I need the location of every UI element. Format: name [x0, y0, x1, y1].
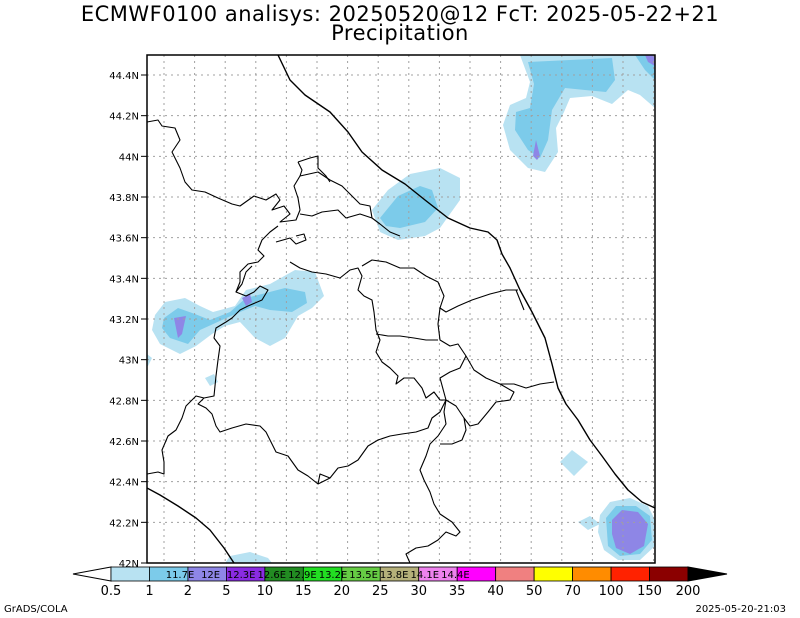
colorbar-value: 200	[675, 584, 701, 599]
colorbar-value: 35	[448, 584, 466, 599]
colorbar-box	[572, 566, 612, 582]
rain-area	[533, 140, 540, 160]
lat-label: 44N	[119, 152, 139, 163]
colorbar-box	[610, 566, 650, 582]
footer-timestamp: 2025-05-20-21:03	[695, 604, 786, 615]
region-border	[317, 473, 331, 485]
colorbar-box	[495, 566, 535, 582]
lat-label: 43.6N	[109, 234, 139, 245]
region-border	[515, 289, 525, 311]
lat-label: 42N	[119, 559, 139, 570]
lon-label: 11.7E	[166, 570, 195, 581]
lon-label: 12E	[201, 570, 220, 581]
colorbar-box	[649, 566, 689, 582]
map-subtitle: Precipitation	[331, 21, 469, 45]
lat-label: 42.8N	[109, 396, 139, 407]
colorbar-box	[533, 566, 574, 582]
lat-label: 43.2N	[109, 315, 139, 326]
colorbar-value: 15	[295, 584, 312, 599]
lat-label: 42.6N	[109, 437, 139, 448]
coastline	[277, 55, 655, 509]
colorbar-value: 150	[637, 584, 662, 599]
region-border	[147, 395, 205, 475]
region-border	[375, 333, 438, 341]
lat-label: 44.2N	[109, 112, 139, 123]
grid-lines	[147, 55, 655, 563]
lon-label: 12.9E	[288, 570, 317, 581]
boundaries	[147, 55, 655, 563]
region-border	[437, 307, 555, 389]
colorbar-value: 50	[525, 584, 543, 599]
colorbar-over-arrow	[687, 566, 728, 582]
lat-label: 44.4N	[109, 71, 139, 82]
lat-label: 43.8N	[109, 193, 139, 204]
colorbar-value: 70	[564, 584, 581, 599]
lat-label: 43N	[119, 356, 139, 367]
region-border	[275, 233, 307, 245]
lon-label: 14.1E	[411, 570, 440, 581]
precipitation-layer	[147, 55, 655, 563]
colorbar-value: 10	[256, 584, 274, 599]
region-border	[297, 155, 331, 183]
region-border	[439, 355, 467, 401]
rain-area	[515, 58, 615, 158]
colorbar-value: 1	[145, 584, 154, 599]
footer-software: GrADS/COLA	[4, 604, 68, 615]
rain-area	[174, 316, 186, 338]
rain-area	[225, 552, 272, 563]
colorbar-value: 0.5	[100, 584, 122, 599]
region-border	[440, 417, 467, 445]
lat-label: 43.4N	[109, 274, 139, 285]
rain-area	[242, 294, 252, 306]
lon-label: 13.2E	[319, 570, 348, 581]
region-border	[289, 261, 446, 401]
region-border	[297, 161, 303, 177]
lon-label: 12.3E	[227, 570, 256, 581]
colorbar: 11.7E 12E 12.3E 12.6E 12.9E 13.2E 13.5E 13.8E 14…	[72, 566, 728, 582]
rain-area	[645, 55, 655, 66]
region-border	[361, 259, 518, 313]
map-title: ECMWF0100 analisys: 20250520@12 FcT: 202…	[80, 2, 720, 26]
map-frame	[146, 54, 656, 564]
region-border	[299, 209, 373, 219]
colorbar-under-arrow	[72, 566, 112, 582]
rain-area	[578, 516, 600, 530]
rain-area	[147, 354, 152, 366]
colorbar-value: 100	[598, 584, 624, 599]
coastline	[147, 487, 235, 563]
colorbar-value: 30	[410, 584, 427, 599]
region-border	[405, 399, 461, 563]
rain-area	[560, 450, 588, 476]
colorbar-value: 2	[183, 584, 193, 599]
colorbar-value: 40	[487, 584, 504, 599]
colorbar-value: 5	[222, 584, 231, 599]
colorbar-value: 20	[333, 584, 351, 599]
lat-label: 42.2N	[109, 518, 139, 529]
rain-area	[162, 288, 307, 344]
colorbar-value: 25	[371, 584, 389, 599]
lon-label: 14.4E	[441, 570, 470, 581]
lon-label: 13.5E	[349, 570, 378, 581]
rain-area	[612, 510, 648, 554]
lon-label: 13.8E	[380, 570, 409, 581]
region-border	[445, 383, 515, 427]
colorbar-box	[110, 566, 150, 582]
latitude-labels: 44.4N 44.2N 44N 43.8N 43.6N 43.4N 43.2N 43N 42.8…	[109, 71, 147, 570]
region-border	[147, 119, 401, 237]
lat-label: 42.4N	[109, 478, 139, 489]
region-border	[235, 265, 253, 293]
lon-label: 12.6E	[258, 570, 287, 581]
